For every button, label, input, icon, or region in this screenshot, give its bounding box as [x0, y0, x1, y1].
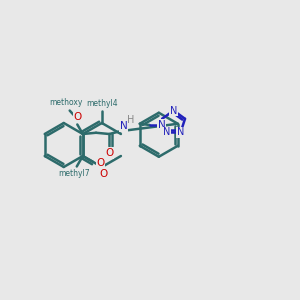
- Text: N: N: [177, 127, 184, 137]
- Text: methyl7: methyl7: [58, 169, 90, 178]
- Text: methyl4: methyl4: [86, 99, 118, 108]
- Text: O: O: [73, 112, 81, 122]
- Text: N: N: [170, 106, 177, 116]
- Text: O: O: [105, 148, 113, 158]
- Text: H: H: [127, 116, 134, 125]
- Text: O: O: [99, 169, 107, 179]
- Text: N: N: [158, 120, 166, 130]
- Text: N: N: [163, 127, 170, 137]
- Text: methoxy: methoxy: [49, 98, 82, 107]
- Text: O: O: [96, 158, 104, 168]
- Text: N: N: [120, 121, 128, 131]
